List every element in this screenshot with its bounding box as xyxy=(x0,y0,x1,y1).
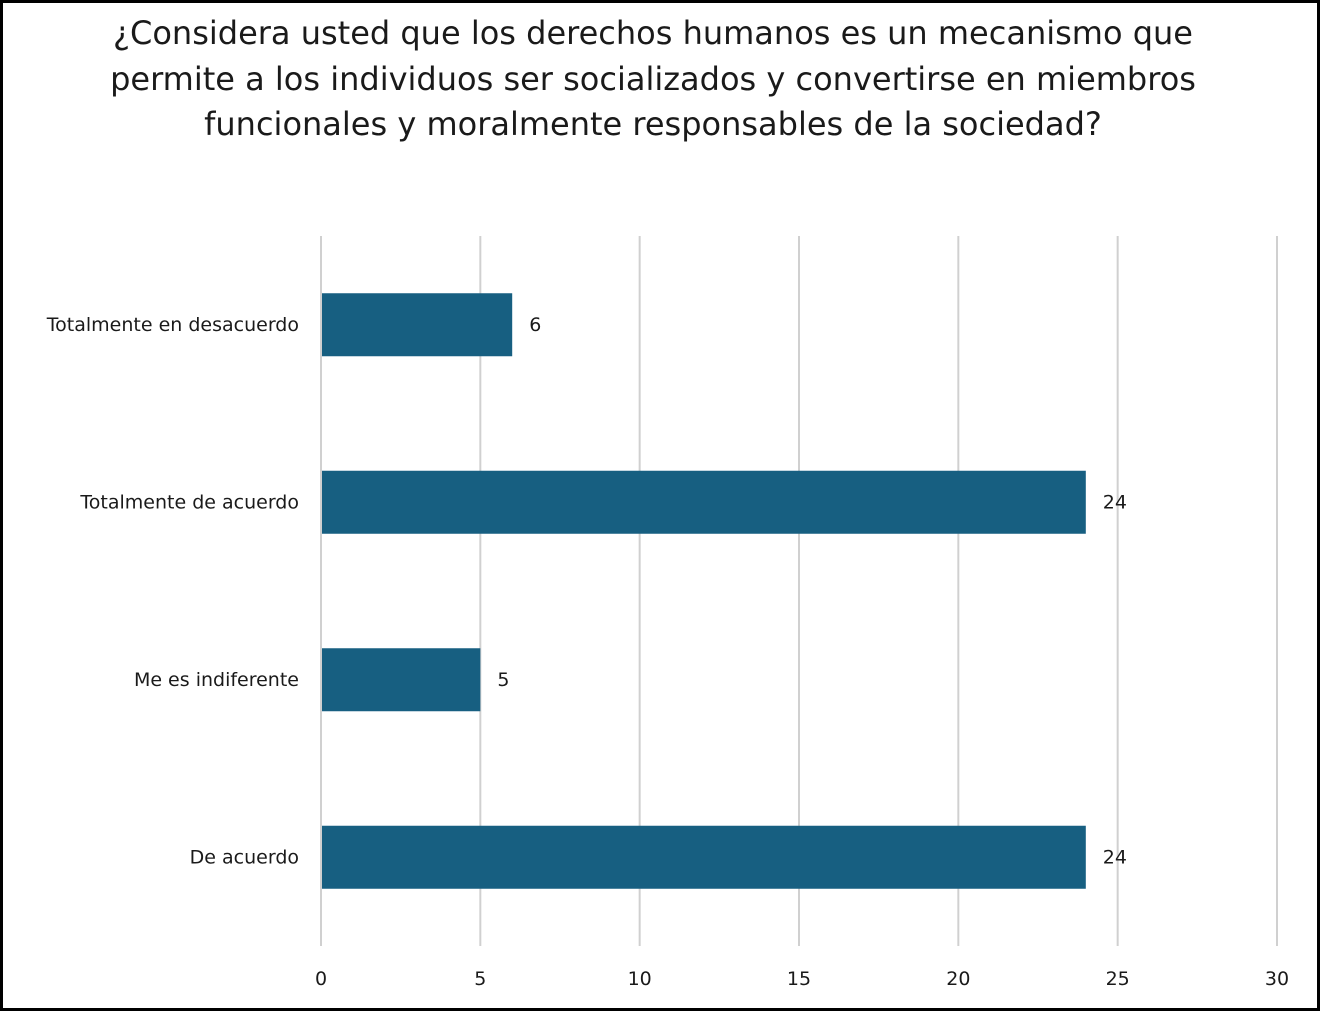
x-tick-label-15: 15 xyxy=(787,968,811,990)
category-label-0: Totalmente en desacuerdo xyxy=(46,314,299,336)
x-tick-label-0: 0 xyxy=(315,968,327,990)
bar-1 xyxy=(322,470,1086,534)
x-tick-label-25: 25 xyxy=(1106,968,1130,990)
category-label-3: De acuerdo xyxy=(190,846,299,868)
bar-3 xyxy=(322,825,1086,889)
x-tick-label-30: 30 xyxy=(1265,968,1289,990)
x-tick-label-20: 20 xyxy=(946,968,970,990)
data-label-3: 24 xyxy=(1103,846,1127,868)
category-label-1: Totalmente de acuerdo xyxy=(79,491,299,513)
bar-chart: 0 5 10 15 20 25 30 Totalmente en desacuerdo 6 Tot… xyxy=(46,236,1289,990)
bar-0 xyxy=(322,293,513,357)
x-tick-label-10: 10 xyxy=(628,968,652,990)
category-label-2: Me es indiferente xyxy=(134,669,299,691)
chart-title: ¿Considera usted que los derechos humano… xyxy=(110,14,1196,143)
x-tick-label-5: 5 xyxy=(474,968,486,990)
data-label-2: 5 xyxy=(497,669,509,691)
data-label-1: 24 xyxy=(1103,491,1127,513)
bar-2 xyxy=(322,648,481,712)
data-label-0: 6 xyxy=(529,314,541,336)
